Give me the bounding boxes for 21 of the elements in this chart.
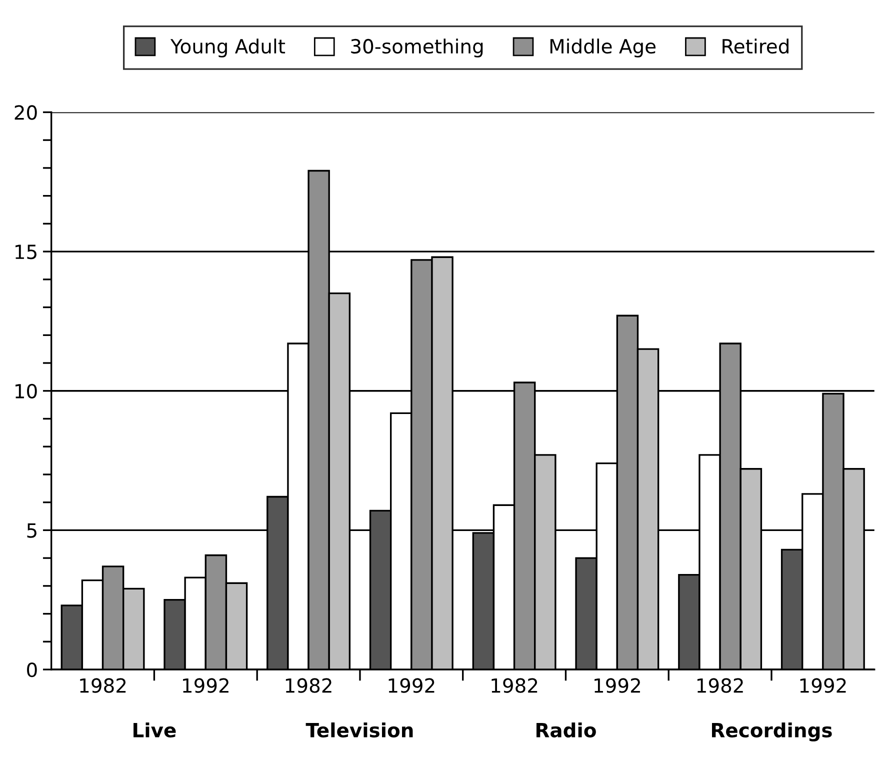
- y-tick-label: 0: [27, 662, 37, 678]
- x-tick-label: 1982: [697, 678, 743, 693]
- legend-label: Retired: [722, 38, 788, 54]
- legend-label: Young Adult: [170, 38, 286, 58]
- y-tick-label: 10: [16, 384, 37, 399]
- x-tick-label: 1992: [183, 678, 228, 693]
- x-tick-label: 1982: [286, 678, 332, 693]
- x-tick-label: 1992: [594, 678, 640, 693]
- text: Live: [134, 722, 176, 738]
- x-tick-label: 1982: [80, 678, 126, 693]
- x-tick-label: 1992: [388, 678, 434, 693]
- legend-label: Middle Age: [550, 38, 656, 58]
- y-tick-label: 15: [16, 244, 36, 260]
- text: Television: [306, 722, 413, 738]
- legend-label: 30-something: [351, 38, 483, 58]
- text: Radio: [536, 722, 596, 738]
- y-tick-label: 20: [14, 105, 37, 120]
- x-tick-label: 1982: [492, 678, 538, 693]
- text: Recordings: [712, 722, 832, 742]
- y-tick-label: 5: [27, 523, 36, 538]
- x-tick-label: 1992: [800, 678, 846, 693]
